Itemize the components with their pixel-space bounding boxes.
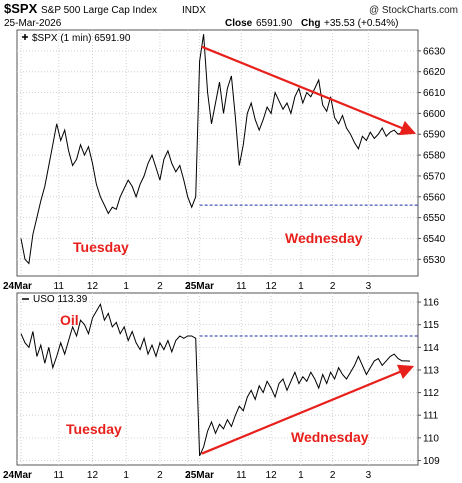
- bottom-label-tuesday: Tuesday: [66, 421, 122, 437]
- y-tick-label: 6590: [423, 130, 446, 141]
- top-panel-grid: [17, 30, 418, 276]
- spx-trend-arrow: [201, 45, 417, 136]
- x-tick-label: 11: [54, 281, 65, 292]
- x-tick-label: 3: [185, 281, 191, 292]
- x-tick-label: 12: [87, 281, 99, 292]
- bottom-panel-title: USO 113.39: [33, 294, 88, 305]
- x-tick-label: 24Mar: [3, 281, 32, 292]
- bottom-label-wednesday: Wednesday: [291, 429, 369, 445]
- bottom-panel-legend: USO 113.39: [22, 294, 88, 305]
- symbol-title: $SPX: [4, 1, 38, 16]
- x-tick-label: 2: [330, 470, 336, 481]
- y-tick-label: 6580: [423, 151, 446, 162]
- y-tick-label: 6530: [423, 255, 446, 266]
- top-panel-legend: $SPX (1 min) 6591.90: [22, 33, 131, 44]
- y-tick-label: 6600: [423, 109, 446, 120]
- x-tick-label: 1: [123, 470, 129, 481]
- x-tick-label: 12: [266, 470, 278, 481]
- bottom-panel-frame: [16, 292, 419, 466]
- exchange-label: INDX: [182, 5, 206, 16]
- x-tick-label: 2: [157, 281, 163, 292]
- chart-date: 25-Mar-2026: [4, 18, 62, 29]
- y-tick-label: 109: [423, 456, 440, 467]
- x-tick-label: 3: [185, 470, 191, 481]
- top-y-axis: 6530 6540 6550 6560 6570 6580 6590 6600 6610 6620…: [418, 46, 446, 266]
- y-tick-label: 6630: [423, 46, 446, 57]
- y-tick-label: 6550: [423, 213, 446, 224]
- close-label: Close: [225, 18, 253, 29]
- x-tick-label: 12: [87, 470, 99, 481]
- x-tick-label: 24Mar: [3, 470, 32, 481]
- x-tick-label: 2: [157, 470, 163, 481]
- top-label-wednesday: Wednesday: [285, 230, 363, 246]
- y-tick-label: 111: [423, 411, 439, 422]
- x-tick-label: 1: [298, 470, 304, 481]
- uso-price-line: [20, 302, 411, 457]
- x-tick-label: 11: [236, 281, 247, 292]
- y-tick-label: 115: [423, 320, 439, 331]
- change-value: +35.53 (+0.54%): [324, 18, 399, 29]
- x-tick-label: 2: [330, 281, 336, 292]
- y-tick-label: 6570: [423, 171, 446, 182]
- y-tick-label: 6620: [423, 67, 446, 78]
- bottom-label-oil: Oil: [60, 312, 79, 328]
- y-tick-label: 6560: [423, 192, 446, 203]
- change-label: Chg: [301, 18, 320, 29]
- x-tick-label: 11: [54, 470, 65, 481]
- x-tick-label: 25Mar: [185, 470, 214, 481]
- x-tick-label: 11: [236, 470, 247, 481]
- x-tick-label: 1: [298, 281, 304, 292]
- y-tick-label: 6610: [423, 88, 446, 99]
- spx-price-line: [20, 34, 410, 265]
- x-tick-label: 25Mar: [185, 281, 214, 292]
- y-tick-label: 110: [423, 433, 439, 444]
- x-tick-label: 12: [266, 281, 278, 292]
- x-tick-label: 1: [123, 281, 129, 292]
- x-tick-label: 3: [366, 470, 372, 481]
- close-value: 6591.90: [256, 18, 293, 29]
- index-name: S&P 500 Large Cap Index: [41, 5, 157, 16]
- watermark: @ StockCharts.com: [369, 5, 458, 16]
- bottom-y-axis: 109 110 111 112 113 114 115 116: [418, 298, 440, 467]
- top-panel-title: $SPX (1 min) 6591.90: [32, 33, 131, 44]
- top-label-tuesday: Tuesday: [73, 239, 129, 255]
- uso-trend-arrow: [201, 364, 415, 455]
- y-tick-label: 114: [423, 343, 439, 354]
- y-tick-label: 116: [423, 298, 439, 309]
- x-tick-label: 3: [366, 281, 372, 292]
- y-tick-label: 113: [423, 365, 439, 376]
- y-tick-label: 6540: [423, 234, 446, 245]
- y-tick-label: 112: [423, 388, 439, 399]
